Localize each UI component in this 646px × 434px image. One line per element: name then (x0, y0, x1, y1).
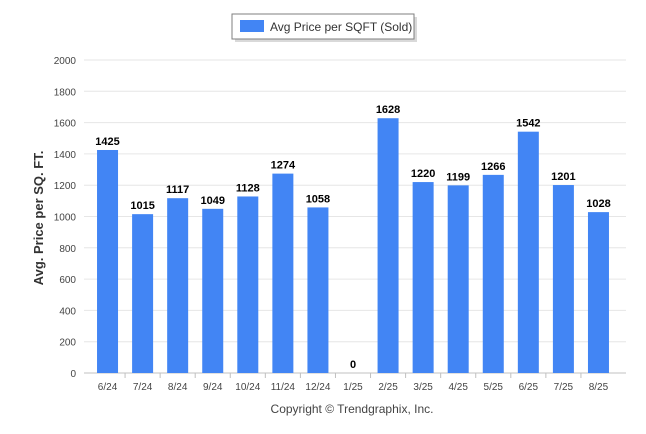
y-tick-label: 200 (59, 338, 76, 349)
data-label: 1049 (200, 195, 224, 207)
bar (517, 131, 539, 373)
data-label: 1028 (586, 198, 610, 210)
bar (307, 207, 329, 373)
bar (482, 174, 504, 373)
y-tick-label: 1600 (54, 119, 77, 130)
y-tick-label: 2000 (54, 56, 77, 67)
axes (84, 372, 626, 378)
y-tick-label: 1400 (54, 150, 77, 161)
data-label: 1201 (551, 171, 575, 183)
copyright-text: Copyright © Trendgraphix, Inc. (271, 402, 434, 416)
bar (377, 118, 399, 373)
bar (237, 196, 259, 373)
data-label: 1274 (271, 160, 296, 172)
legend: Avg Price per SQFT (Sold) (231, 13, 417, 42)
y-tick-label: 800 (59, 244, 76, 255)
bar (272, 173, 294, 373)
x-tick-label: 5/25 (484, 382, 504, 393)
x-tick-label: 4/25 (448, 382, 468, 393)
bar (412, 182, 434, 373)
data-label: 1425 (95, 136, 119, 148)
y-tick-label: 1200 (54, 181, 77, 192)
bar (202, 208, 224, 373)
y-tick-label: 1000 (54, 213, 77, 224)
x-tick-label: 3/25 (413, 382, 433, 393)
x-tick-label: 11/24 (271, 382, 296, 393)
legend-label: Avg Price per SQFT (Sold) (270, 20, 412, 34)
x-tick-label: 2/25 (378, 382, 398, 393)
y-tick-label: 600 (59, 275, 76, 286)
data-label: 0 (350, 359, 356, 371)
x-tick-label: 10/24 (235, 382, 260, 393)
y-tick-label: 0 (70, 369, 76, 380)
x-tick-label: 7/25 (554, 382, 574, 393)
y-tick-label: 400 (59, 306, 76, 317)
y-tick-labels: 0 200 400 600 800 1000 1200 1400 1600 1800 2000 (54, 56, 77, 380)
x-tick-label: 8/25 (589, 382, 609, 393)
bar (132, 214, 154, 373)
data-labels: 1425 1015 1117 1049 1128 1274 1058 0 1628 1220 119… (95, 104, 610, 371)
x-tick-labels: 6/24 7/24 8/24 9/24 10/24 11/24 12/24 1/25 2/25 3… (98, 382, 609, 393)
y-axis-label: Avg. Price per SQ. FT. (31, 151, 46, 286)
data-label: 1266 (481, 161, 505, 173)
data-label: 1058 (306, 193, 330, 205)
data-label: 1015 (130, 200, 154, 212)
x-tick-label: 1/25 (343, 382, 363, 393)
bar (97, 149, 119, 373)
x-tick-label: 8/24 (168, 382, 188, 393)
x-tick-label: 12/24 (305, 382, 330, 393)
bar (447, 185, 469, 373)
x-tick-label: 6/25 (519, 382, 539, 393)
bars (97, 118, 609, 373)
x-tick-label: 6/24 (98, 382, 118, 393)
data-label: 1117 (166, 184, 189, 196)
bar (552, 185, 574, 373)
x-tick-label: 9/24 (203, 382, 223, 393)
data-label: 1199 (446, 171, 470, 183)
bar (167, 198, 189, 373)
legend-swatch (240, 20, 264, 32)
data-label: 1220 (411, 168, 435, 180)
y-tick-label: 1800 (54, 87, 77, 98)
gridlines (84, 59, 626, 343)
data-label: 1628 (376, 104, 400, 116)
x-tick-label: 7/24 (133, 382, 153, 393)
bar (587, 212, 609, 373)
data-label: 1128 (236, 182, 260, 194)
data-label: 1542 (516, 118, 540, 130)
